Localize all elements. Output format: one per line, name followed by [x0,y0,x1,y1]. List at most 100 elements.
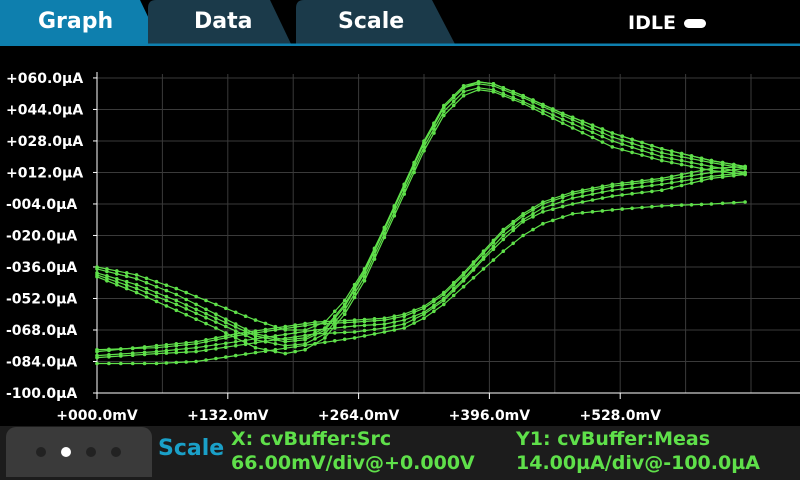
trace-point [303,338,307,342]
trace-point [689,170,694,175]
trace-point [303,343,307,348]
trace-point [511,241,515,246]
trace-point [253,337,258,341]
page-indicator[interactable] [6,427,152,477]
trace-point [521,99,525,104]
trace-point [352,291,357,296]
trace-point [412,162,416,167]
tab-graph[interactable]: Graph [38,9,114,34]
tab-scale-shape[interactable] [296,0,456,46]
tab-graph-shape[interactable] [0,0,162,46]
trace-point [501,237,506,242]
trace-point [709,174,714,179]
trace-point [442,292,446,297]
footer-scale-label[interactable]: Scale [158,436,225,461]
trace-point [362,328,367,333]
trace-point [442,302,446,307]
trace-point [461,273,466,277]
trace-point [580,126,585,130]
trace-point [124,274,129,279]
trace-point [233,336,238,340]
trace-point [204,315,208,320]
trace-point [531,212,535,216]
page-dot-2[interactable] [61,447,71,457]
trace-point [541,202,545,206]
trace-point [660,147,664,151]
trace-point [273,334,278,338]
page-dot-4[interactable] [111,447,121,457]
trace-point [511,228,515,233]
trace-point [283,351,288,356]
trace-point [669,177,674,181]
trace-point [105,276,109,281]
trace-point [451,286,456,291]
tab-scale[interactable]: Scale [338,9,405,34]
cv-plot[interactable]: +060.0µA +044.0µA +028.0µA +012.0µA -004.0µA… [0,46,800,426]
trace-point [600,130,605,135]
trace-point [204,298,208,303]
trace-point [511,221,515,226]
trace-point [660,182,664,187]
trace-point [669,180,674,185]
trace-point [451,293,456,298]
trace-point [541,210,545,214]
trace-point [342,304,347,309]
trace-point [541,221,545,226]
trace-point [194,311,198,316]
plot-traces [95,80,747,366]
trace-point [699,178,704,183]
trace-point [382,326,387,330]
trace-point [511,95,515,100]
trace-point [630,150,634,155]
trace-point [164,348,169,353]
trace-point [432,127,436,131]
trace-point [253,331,258,335]
trace-point [451,103,456,108]
trace-point [620,183,624,187]
trace-point [442,105,446,110]
trace-point [392,316,397,321]
trace-point [580,119,585,124]
trace-point [362,267,367,271]
trace-point [333,339,337,343]
trace-point [650,143,654,148]
trace-point [273,338,278,342]
trace-point [362,275,367,279]
trace-point [476,80,481,84]
trace-point [95,361,99,366]
trace-point [303,347,307,352]
y-tick-label: -004.0µA [6,197,77,213]
trace-point [214,316,218,321]
trace-point [323,340,327,345]
trace-point [164,361,169,365]
trace-point [243,327,248,331]
trace-point [660,188,664,192]
trace-point [184,312,188,317]
trace-point [590,198,595,202]
trace-point [491,82,496,86]
trace-point [174,308,179,313]
trace-point [630,137,634,142]
tab-data[interactable]: Data [194,9,253,34]
trace-point [105,279,109,283]
trace-point [342,337,347,342]
trace-point [689,164,694,169]
trace-point [154,349,159,354]
page-dot-1[interactable] [36,447,46,457]
trace-point [630,186,634,190]
trace-point [372,319,377,323]
trace-point [313,342,317,346]
trace-point [660,151,664,155]
tab-data-shape[interactable] [148,0,292,46]
trace-line-5-reverse [97,201,746,365]
trace-point [590,135,595,140]
trace-point [432,123,436,127]
trace-point [224,341,228,346]
page-dot-3[interactable] [86,447,96,457]
trace-point [233,343,238,348]
trace-point [531,208,535,212]
trace-point [263,329,268,334]
trace-point [233,329,238,333]
trace-point [174,360,179,365]
trace-point [630,145,634,150]
